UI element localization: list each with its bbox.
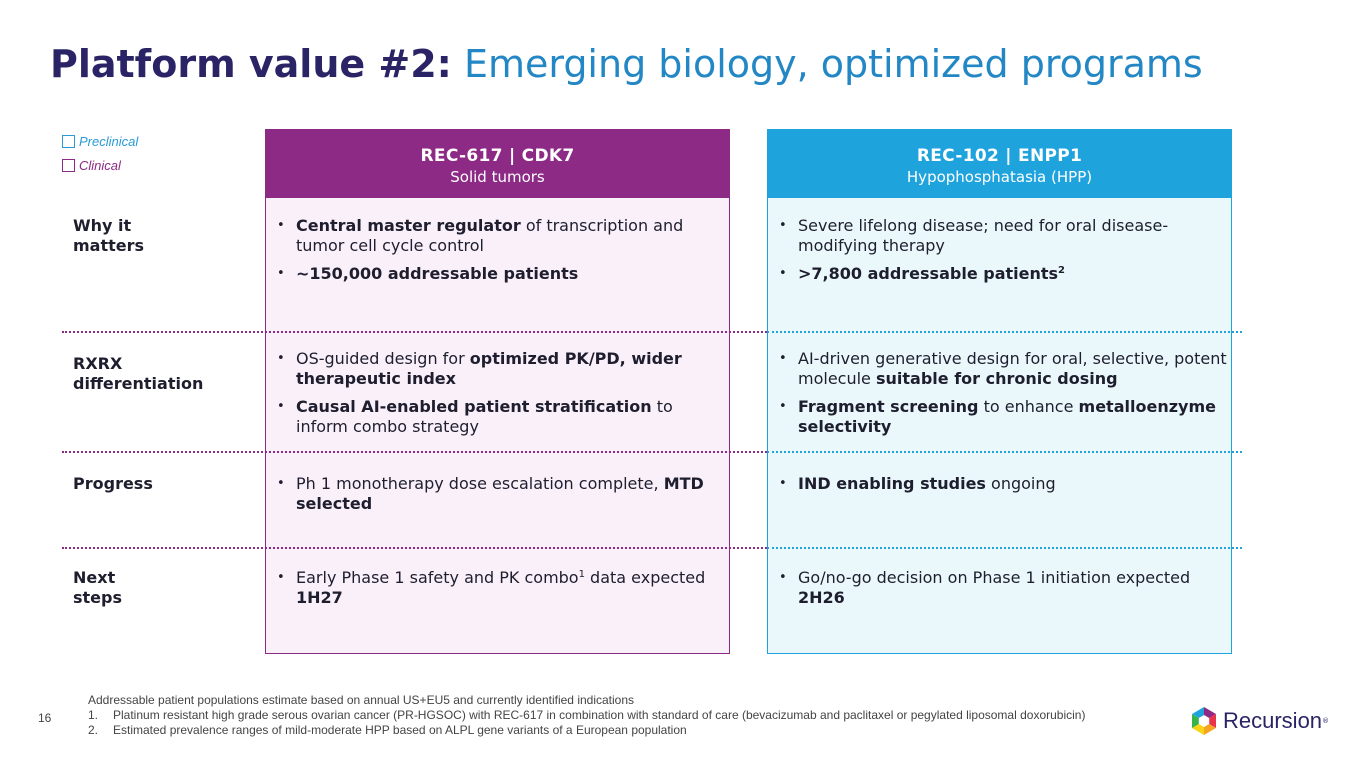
program-indication: Hypophosphatasia (HPP): [906, 168, 1093, 186]
bullet: Go/no-go decision on Phase 1 initiation …: [777, 568, 1227, 608]
logo-registered-mark: ®: [1322, 717, 1330, 725]
title-bold: Platform value #2:: [50, 42, 452, 86]
row-label-next: Next steps: [73, 568, 122, 607]
bullet: Ph 1 monotherapy dose escalation complet…: [275, 474, 723, 514]
bullet: >7,800 addressable patients2: [777, 264, 1227, 284]
bullet: OS-guided design for optimized PK/PD, wi…: [275, 349, 723, 389]
bullet: IND enabling studies ongoing: [777, 474, 1227, 494]
program-indication: Solid tumors: [450, 168, 545, 186]
footnotes: Addressable patient populations estimate…: [88, 693, 1168, 738]
cell-rec617-next: Early Phase 1 safety and PK combo1 data …: [275, 568, 723, 616]
row-label-why: Why it matters: [73, 216, 145, 255]
footnote-1: 1. Platinum resistant high grade serous o…: [88, 708, 1086, 722]
cell-rec617-progress: Ph 1 monotherapy dose escalation complet…: [275, 474, 723, 522]
footnote-intro: Addressable patient populations estimate…: [88, 693, 635, 707]
legend-preclinical: Preclinical: [62, 129, 138, 153]
legend-clinical-label: Clinical: [79, 157, 121, 173]
footnote-2: 2. Estimated prevalence ranges of mild-mo…: [88, 723, 687, 737]
title-light: Emerging biology, optimized programs: [463, 42, 1203, 86]
page-number: 16: [38, 711, 52, 725]
recursion-logo: Recursion ®: [1190, 706, 1329, 736]
bullet: Early Phase 1 safety and PK combo1 data …: [275, 568, 723, 608]
bullet: Severe lifelong disease; need for oral d…: [777, 216, 1227, 256]
recursion-hexagon-icon: [1192, 707, 1216, 735]
logo-text: Recursion: [1223, 708, 1323, 733]
legend-preclinical-label: Preclinical: [79, 133, 139, 149]
bullet: Central master regulator of transcriptio…: [275, 216, 723, 256]
cell-rec102-progress: IND enabling studies ongoing: [777, 474, 1227, 502]
cell-rec617-why: Central master regulator of transcriptio…: [275, 216, 723, 292]
page-title: Platform value #2: Emerging biology, opt…: [50, 40, 1203, 88]
row-label-progress: Progress: [73, 474, 153, 493]
preclinical-swatch: [62, 134, 75, 148]
bullet: Causal AI-enabled patient stratification…: [275, 397, 723, 437]
cell-rec102-next: Go/no-go decision on Phase 1 initiation …: [777, 568, 1227, 616]
cell-rec102-why: Severe lifelong disease; need for oral d…: [777, 216, 1227, 292]
bullet: AI-driven generative design for oral, se…: [777, 349, 1227, 389]
legend: Preclinical Clinical: [62, 129, 138, 177]
bullet: Fragment screening to enhance metalloenz…: [777, 397, 1227, 437]
cell-rec617-rxrx: OS-guided design for optimized PK/PD, wi…: [275, 349, 723, 445]
clinical-swatch: [62, 158, 75, 172]
bullet: ~150,000 addressable patients: [275, 264, 723, 284]
cell-rec102-rxrx: AI-driven generative design for oral, se…: [777, 349, 1227, 445]
row-label-rxrx: RXRX differentiation: [73, 354, 204, 393]
program-header-rec102: REC-102 | ENPP1 Hypophosphatasia (HPP): [768, 130, 1231, 198]
legend-clinical: Clinical: [62, 153, 138, 177]
program-name: REC-102 | ENPP1: [916, 146, 1083, 166]
program-header-rec617: REC-617 | CDK7 Solid tumors: [266, 130, 729, 198]
program-name: REC-617 | CDK7: [420, 146, 575, 166]
